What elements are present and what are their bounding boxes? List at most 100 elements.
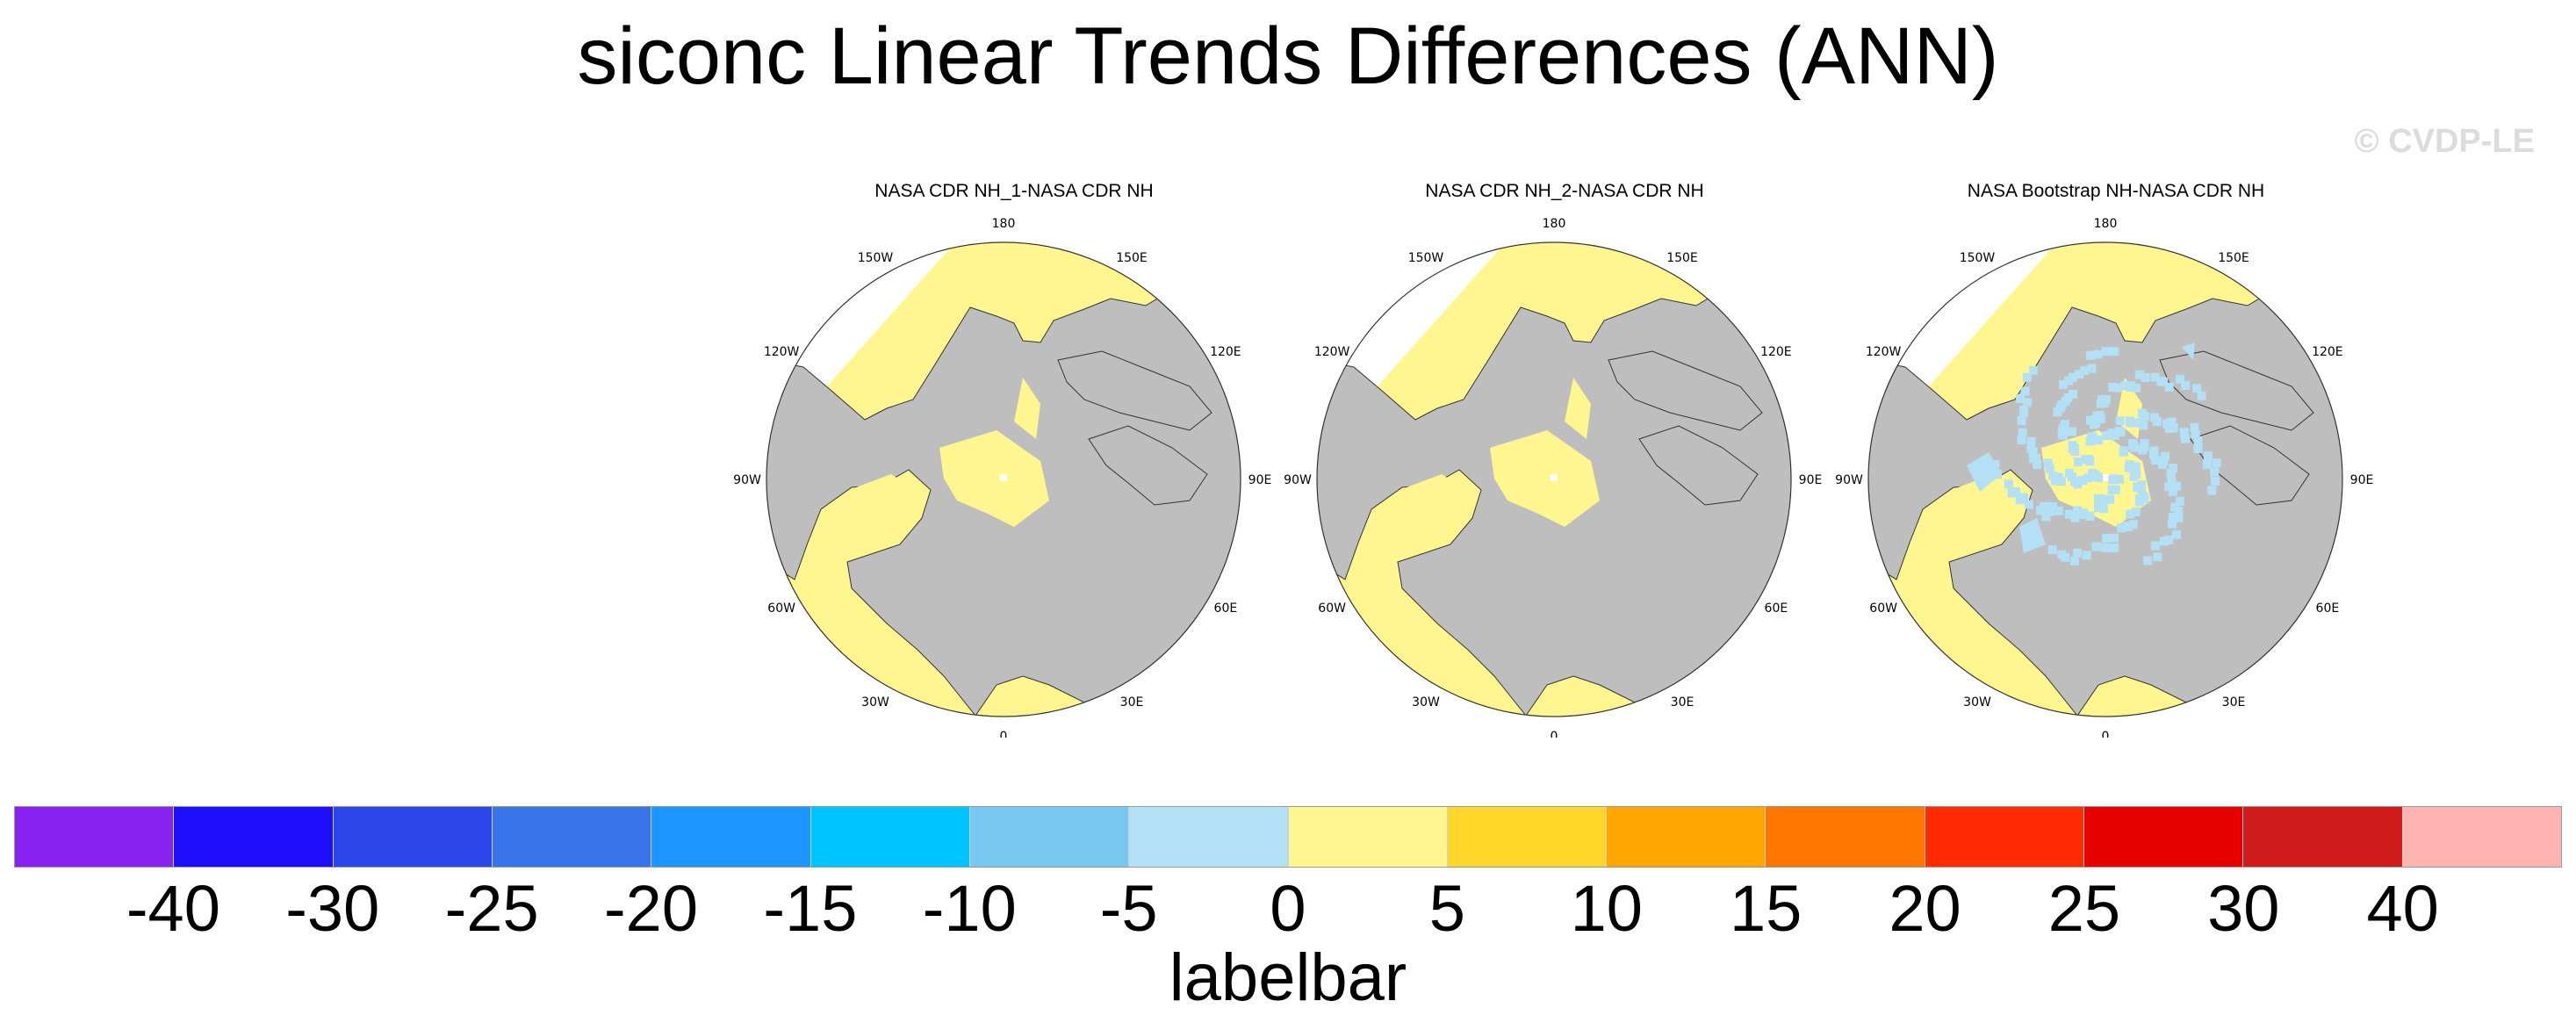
polar-map: 180 0 150W 120W 90W 60W 30W 150E 120E 90E 60E 30E <box>1284 217 1822 738</box>
negative-trend-cell <box>2174 513 2184 522</box>
negative-trend-cell <box>2059 430 2069 440</box>
negative-trend-cell <box>2193 443 2203 453</box>
longitude-label: 120W <box>764 345 800 359</box>
land-mass <box>1608 350 1763 431</box>
negative-trend-cell <box>2166 469 2176 479</box>
negative-trend-cell <box>2041 512 2051 522</box>
land-mass <box>1057 350 1212 431</box>
negative-trend-cell <box>2169 512 2178 522</box>
negative-trend-cell <box>2061 396 2070 406</box>
map-boundary <box>1316 241 1792 717</box>
negative-trend-cell <box>2069 389 2077 399</box>
negative-trend-cell <box>2064 376 2074 385</box>
negative-trend-cell <box>2017 416 2026 426</box>
longitude-label: 90W <box>1284 473 1312 487</box>
negative-trend-cell <box>2026 436 2036 446</box>
map-panel-2: NASA CDR NH_2-NASA CDR NH 180 0 150W 120W 90… <box>1284 176 1846 738</box>
negative-trend-cell <box>2048 501 2058 511</box>
bay-region <box>1402 474 1468 534</box>
negative-trend-cell <box>2190 422 2199 432</box>
negative-trend-cell <box>2175 496 2184 506</box>
negative-trend-cell <box>2120 381 2130 391</box>
negative-trend-cell <box>2073 548 2083 558</box>
negative-trend-cell <box>2127 418 2137 428</box>
negative-trend-cell <box>2088 432 2097 442</box>
longitude-label: 60W <box>1318 601 1346 616</box>
colorbar-swatch <box>2084 807 2244 867</box>
negative-trend-cell <box>2045 507 2054 516</box>
negative-trend-cell <box>2081 455 2090 465</box>
negative-trend-cell <box>2019 408 2029 418</box>
negative-trend-cell <box>1967 452 2002 492</box>
pole-hole <box>1000 474 1007 481</box>
negative-trend-cell <box>2011 486 2020 496</box>
longitude-label: 120E <box>1760 345 1792 359</box>
longitude-label: 180 <box>992 217 1016 231</box>
negative-trend-cell <box>2054 472 2063 482</box>
negative-trend-cell <box>2102 534 2111 543</box>
longitude-label: 90W <box>1835 473 1863 487</box>
longitude-label: 60W <box>1869 601 1897 616</box>
longitude-label: 60W <box>767 601 795 616</box>
longitude-label: 150W <box>1408 251 1444 265</box>
negative-trend-cell <box>2169 423 2178 433</box>
watermark: © CVDP-LE <box>2354 123 2535 160</box>
land-mass <box>2159 350 2314 431</box>
negative-trend-cell <box>2172 481 2182 491</box>
negative-trend-cell <box>2093 349 2103 359</box>
negative-trend-cell <box>2080 366 2090 376</box>
colorbar-swatch <box>15 807 175 867</box>
negative-trend-cell <box>2114 474 2124 484</box>
negative-trend-cell <box>2202 459 2212 469</box>
longitude-label: 180 <box>1543 217 1566 231</box>
panel-title: NASA Bootstrap NH-NASA CDR NH <box>1967 181 2265 201</box>
longitude-label: 150W <box>858 251 894 265</box>
negative-trend-cell <box>2098 504 2108 514</box>
colorbar-tick-label: 40 <box>2366 872 2439 945</box>
negative-trend-cell <box>2110 347 2119 357</box>
sea-region <box>1014 378 1040 439</box>
negative-trend-cell <box>2045 464 2054 473</box>
negative-trend-cell <box>2020 386 2030 396</box>
negative-trend-cell <box>2110 533 2119 543</box>
negative-trend-cell <box>2098 494 2108 504</box>
colorbar-tick-label: 25 <box>2047 872 2121 945</box>
negative-trend-cell <box>2110 543 2119 552</box>
negative-trend-cell <box>2164 482 2174 492</box>
negative-trend-cell <box>2108 475 2118 485</box>
colorbar <box>14 806 2562 868</box>
negative-trend-cell <box>2128 520 2138 529</box>
negative-trend-cell <box>2107 485 2117 494</box>
negative-trend-cell <box>2060 420 2069 429</box>
negative-trend-cell <box>2150 372 2160 382</box>
longitude-label: 30E <box>2222 695 2246 709</box>
negative-trend-cell <box>2162 419 2172 429</box>
negative-trend-cell <box>2193 436 2203 445</box>
negative-trend-cell <box>2116 428 2126 437</box>
negative-trend-cell <box>2059 426 2069 435</box>
panel-title: NASA CDR NH_2-NASA CDR NH <box>1425 181 1704 201</box>
negative-trend-cell <box>2043 458 2053 468</box>
negative-trend-cell <box>2094 436 2104 445</box>
sea-region <box>1565 378 1591 439</box>
negative-trend-cell <box>2101 347 2111 357</box>
negative-trend-cell <box>2093 503 2103 513</box>
negative-trend-cell <box>2022 372 2032 382</box>
negative-trend-cell <box>2134 370 2144 379</box>
colorbar-swatch <box>651 807 811 867</box>
negative-trend-cell <box>2140 442 2149 451</box>
negative-trend-cell <box>2141 372 2150 382</box>
negative-trend-cell <box>2095 410 2105 420</box>
negative-trend-cell <box>2082 551 2091 560</box>
negative-trend-cell <box>2023 398 2033 407</box>
negative-trend-cell <box>2143 556 2153 565</box>
longitude-label: 0 <box>2102 730 2110 738</box>
negative-trend-cell <box>2033 459 2042 469</box>
colorbar-tick-label: -15 <box>763 872 858 945</box>
bay-region <box>852 474 917 534</box>
negative-trend-cell <box>2122 522 2132 531</box>
map-panel-1: NASA CDR NH_1-NASA CDR NH 180 0 150W 120W 90… <box>733 176 1295 738</box>
negative-trend-cell <box>2019 493 2029 502</box>
negative-trend-cell <box>2197 391 2206 400</box>
negative-trend-cell <box>2160 451 2169 461</box>
